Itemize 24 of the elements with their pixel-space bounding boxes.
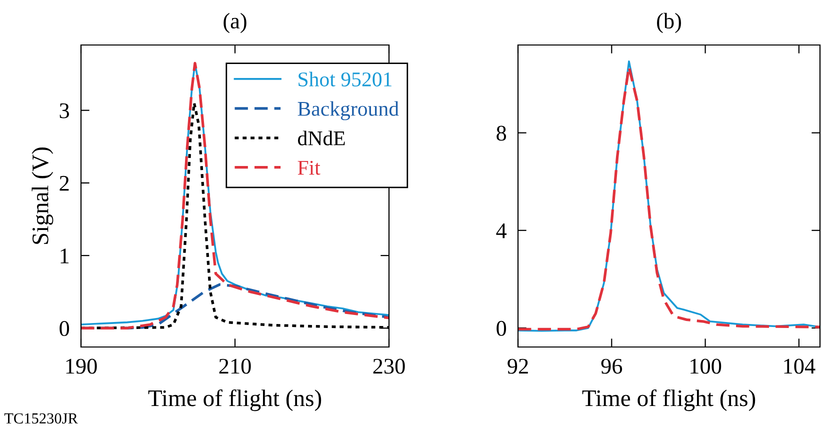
x-axis-title: Time of flight (ns)	[148, 389, 322, 412]
y-tick-label: 1	[60, 248, 69, 264]
text: TC15230JR	[4, 413, 78, 424]
y-tick-label: 0	[60, 321, 70, 336]
legend-label: Background	[298, 101, 399, 120]
x-tick-label: 104	[784, 358, 816, 374]
y-tick-label: 2	[60, 176, 69, 191]
legend-label: Shot 95201	[298, 72, 392, 86]
x-tick-label: 230	[373, 358, 405, 374]
x-tick-label: 92	[508, 358, 528, 374]
x-tick-label: 96	[601, 358, 622, 374]
x-tick-label: 190	[66, 358, 97, 374]
x-tick-label: 210	[219, 358, 251, 374]
chart-title: (b)	[657, 12, 681, 34]
x-tick-label: 100	[690, 358, 722, 374]
y-tick-label: 3	[60, 103, 70, 118]
legend-label: dNdE	[298, 130, 345, 146]
x-axis-title: Time of flight (ns)	[582, 389, 756, 412]
y-tick-label: 0	[496, 320, 506, 336]
y-tick-label: 4	[496, 223, 507, 238]
y-axis-title: Signal (V)	[32, 148, 54, 244]
y-tick-label: 8	[496, 126, 506, 141]
chart-title: (a)	[224, 12, 246, 34]
legend-label: Fit	[298, 160, 320, 175]
